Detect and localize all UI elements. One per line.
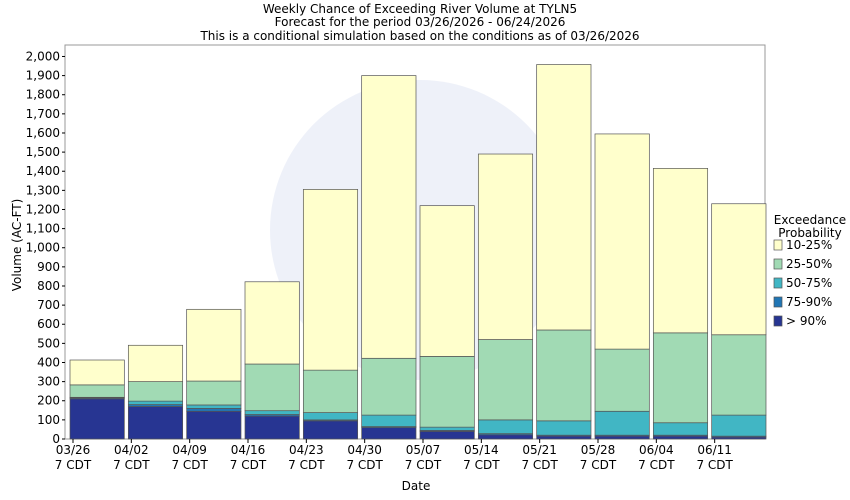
bar-segment bbox=[186, 380, 242, 406]
bar-segment bbox=[594, 348, 650, 412]
y-tick-label: 1,700 bbox=[26, 107, 60, 121]
bar-segment bbox=[302, 189, 359, 371]
y-tick-label: 400 bbox=[37, 355, 60, 369]
y-tick-label: 1,400 bbox=[26, 164, 60, 178]
bar-segment bbox=[652, 332, 709, 424]
x-tick-label: 06/04 7 CDT bbox=[638, 443, 675, 472]
bar-segment bbox=[127, 400, 184, 405]
legend-swatch bbox=[773, 258, 783, 270]
bar-segment bbox=[536, 329, 592, 422]
x-tick-label: 06/11 7 CDT bbox=[696, 443, 733, 472]
bar-segment bbox=[127, 344, 184, 382]
bar-segment bbox=[477, 153, 534, 340]
bar-segment bbox=[302, 420, 359, 440]
bar-segment bbox=[594, 410, 650, 436]
bar-segment bbox=[244, 410, 300, 415]
bar-segment bbox=[419, 205, 475, 357]
bar-segment bbox=[536, 420, 592, 436]
legend-title: Exceedance Probability bbox=[774, 213, 846, 240]
x-tick-label: 04/16 7 CDT bbox=[230, 443, 267, 472]
y-tick-label: 1,500 bbox=[26, 145, 60, 159]
x-tick-label: 04/09 7 CDT bbox=[171, 443, 208, 472]
y-tick-label: 1,300 bbox=[26, 183, 60, 197]
y-tick-label: 2,000 bbox=[26, 49, 60, 63]
x-tick-label: 05/14 7 CDT bbox=[463, 443, 500, 472]
bar-segment bbox=[477, 419, 534, 434]
bar-segment bbox=[127, 381, 184, 402]
bar-segment bbox=[711, 414, 767, 437]
x-tick-label: 05/07 7 CDT bbox=[405, 443, 442, 472]
legend-swatch bbox=[773, 277, 783, 289]
bar-segment bbox=[536, 435, 592, 440]
bar-segment bbox=[594, 133, 650, 350]
bar-segment bbox=[477, 339, 534, 421]
bar-segment bbox=[69, 384, 125, 398]
y-tick-label: 500 bbox=[37, 336, 60, 350]
y-tick-label: 1,800 bbox=[26, 88, 60, 102]
x-tick-label: 05/21 7 CDT bbox=[521, 443, 558, 472]
bar-segment bbox=[186, 410, 242, 440]
legend-label: > 90% bbox=[786, 314, 827, 328]
bar-segment bbox=[536, 64, 592, 331]
legend-swatch bbox=[773, 315, 783, 327]
bar-segment bbox=[69, 398, 125, 440]
bar-segment bbox=[361, 427, 417, 440]
y-tick-label: 100 bbox=[37, 413, 60, 427]
y-axis-label: Volume (AC-FT) bbox=[10, 199, 24, 292]
bar-segment bbox=[652, 422, 709, 436]
bar-segment bbox=[419, 356, 475, 428]
chart-subtitle: Forecast for the period 03/26/2026 - 06/… bbox=[275, 15, 566, 29]
chart-subtitle: This is a conditional simulation based o… bbox=[199, 29, 639, 43]
y-tick-label: 1,900 bbox=[26, 69, 60, 83]
y-tick-label: 800 bbox=[37, 279, 60, 293]
legend-swatch bbox=[773, 296, 783, 308]
x-tick-label: 04/30 7 CDT bbox=[346, 443, 383, 472]
chart-title: Weekly Chance of Exceeding River Volume … bbox=[263, 2, 577, 16]
y-tick-label: 1,000 bbox=[26, 241, 60, 255]
legend-swatch bbox=[773, 239, 783, 251]
x-axis-label: Date bbox=[402, 479, 431, 493]
legend-label: 25-50% bbox=[786, 257, 832, 271]
y-tick-label: 300 bbox=[37, 375, 60, 389]
bar-segment bbox=[127, 406, 184, 440]
x-tick-label: 05/28 7 CDT bbox=[580, 443, 617, 472]
bar-segment bbox=[302, 369, 359, 413]
bar-segment bbox=[186, 404, 242, 409]
legend-label: 75-90% bbox=[786, 295, 832, 309]
y-tick-label: 1,600 bbox=[26, 126, 60, 140]
y-tick-label: 700 bbox=[37, 298, 60, 312]
bar-segment bbox=[361, 357, 417, 416]
bar-segment bbox=[477, 434, 534, 440]
bar-segment bbox=[302, 412, 359, 421]
bar-segment bbox=[711, 203, 767, 336]
y-tick-label: 1,100 bbox=[26, 222, 60, 236]
bar-segment bbox=[244, 415, 300, 440]
y-tick-label: 0 bbox=[52, 432, 60, 446]
bar-segment bbox=[186, 308, 242, 382]
bar-segment bbox=[652, 168, 709, 334]
x-tick-label: 03/26 7 CDT bbox=[55, 443, 92, 472]
bar-segment bbox=[419, 426, 475, 431]
bar-segment bbox=[69, 359, 125, 386]
bar-segment bbox=[361, 414, 417, 427]
bar-segment bbox=[186, 408, 242, 412]
x-tick-label: 04/02 7 CDT bbox=[113, 443, 150, 472]
bar-segment bbox=[652, 435, 709, 440]
bar-segment bbox=[419, 430, 475, 440]
legend-label: 50-75% bbox=[786, 276, 832, 290]
bar-segment bbox=[711, 334, 767, 416]
bar-segment bbox=[244, 281, 300, 365]
y-tick-label: 600 bbox=[37, 317, 60, 331]
y-tick-label: 900 bbox=[37, 260, 60, 274]
y-tick-label: 200 bbox=[37, 394, 60, 408]
bar-segment bbox=[244, 363, 300, 412]
x-tick-label: 04/23 7 CDT bbox=[288, 443, 325, 472]
y-tick-label: 1,200 bbox=[26, 202, 60, 216]
legend-label: 10-25% bbox=[786, 238, 832, 252]
bar-segment bbox=[361, 75, 417, 359]
bar-segment bbox=[594, 435, 650, 440]
